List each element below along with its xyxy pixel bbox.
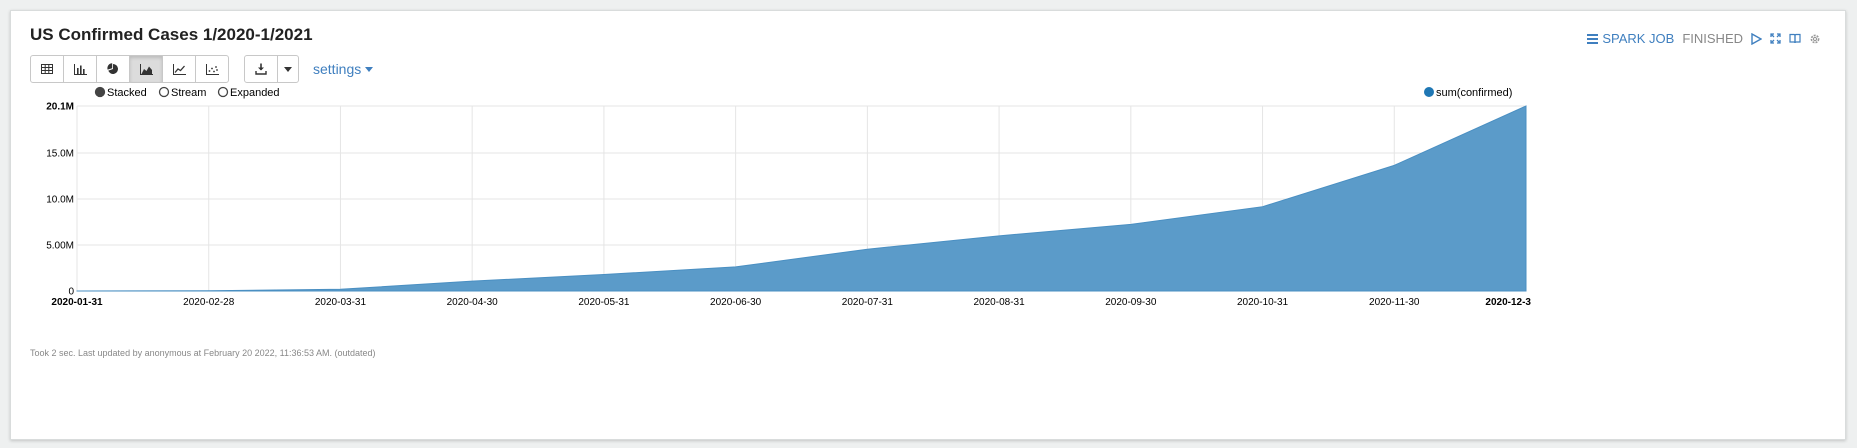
chart-type-buttons — [30, 55, 229, 83]
y-tick-label: 20.1M — [46, 102, 74, 113]
x-tick-label: 2020-11-30 — [1369, 297, 1420, 308]
style-option-radio[interactable] — [217, 86, 229, 98]
y-axis-ticks: 0 5.00M 10.0M 15.0M 20.1M — [46, 102, 74, 298]
paragraph-controls: SPARK JOB FINISHED — [1587, 31, 1821, 46]
x-tick-label: 2020-02-28 — [183, 297, 235, 308]
paragraph-title[interactable]: US Confirmed Cases 1/2020-1/2021 — [30, 25, 313, 44]
style-option-radio[interactable] — [158, 86, 170, 98]
status-text: FINISHED — [1682, 31, 1743, 46]
download-icon — [255, 63, 267, 75]
style-option-label: Stream — [171, 87, 206, 99]
y-tick-label: 0 — [68, 287, 74, 298]
legend-swatch — [1424, 87, 1434, 97]
y-tick-label: 10.0M — [46, 194, 74, 205]
run-icon[interactable] — [1751, 32, 1762, 45]
style-option-stream[interactable]: Stream — [158, 86, 207, 99]
scatter-chart-button[interactable] — [195, 55, 229, 83]
paragraph-footer: Took 2 sec. Last updated by anonymous at… — [30, 348, 376, 358]
download-options-button[interactable] — [277, 55, 299, 83]
spark-job-label: SPARK JOB — [1602, 31, 1675, 46]
style-option-expanded[interactable]: Expanded — [217, 86, 280, 99]
y-tick-label: 15.0M — [46, 148, 74, 159]
notebook-paragraph: US Confirmed Cases 1/2020-1/2021 SPARK J… — [10, 10, 1846, 440]
x-tick-label: 2020-08-31 — [974, 297, 1026, 308]
download-button[interactable] — [244, 55, 278, 83]
x-tick-label: 2020-01-31 — [51, 297, 103, 308]
style-option-radio[interactable] — [94, 86, 106, 98]
bar-chart-button[interactable] — [63, 55, 97, 83]
chart-style-controls: Stacked Stream Expanded — [94, 86, 280, 99]
pie-chart-icon — [107, 63, 119, 74]
x-tick-label: 2020-12-3 — [1485, 297, 1531, 308]
area-series-sum-confirmed — [76, 105, 1527, 292]
table-icon — [41, 64, 53, 74]
area-chart: 0 5.00M 10.0M 15.0M 20.1M 2020-01-31 2020-02-… — [46, 86, 1531, 308]
x-tick-label: 2020-06-30 — [710, 297, 762, 308]
area-chart-icon — [139, 63, 153, 75]
gear-icon[interactable] — [1809, 33, 1821, 45]
scatter-chart-icon — [205, 63, 219, 75]
area-chart-button[interactable] — [129, 55, 163, 83]
x-axis-ticks: 2020-01-31 2020-02-28 2020-03-31 2020-04-30… — [51, 297, 1531, 308]
settings-link[interactable]: settings — [313, 61, 374, 77]
style-option-label: Stacked — [107, 87, 147, 99]
settings-caret-icon — [365, 66, 374, 72]
line-chart-icon — [172, 63, 186, 75]
book-icon[interactable] — [1789, 33, 1801, 44]
visualization-toolbar: settings — [30, 55, 374, 83]
x-tick-label: 2020-10-31 — [1237, 297, 1289, 308]
style-option-label: Expanded — [230, 87, 280, 99]
x-tick-label: 2020-03-31 — [315, 297, 367, 308]
style-option-stacked[interactable]: Stacked — [94, 86, 147, 99]
chart-legend: sum(confirmed) — [1424, 87, 1513, 99]
legend-item-sum-confirmed[interactable]: sum(confirmed) — [1424, 87, 1513, 99]
x-tick-label: 2020-07-31 — [842, 297, 894, 308]
settings-label: settings — [313, 61, 362, 77]
x-tick-label: 2020-04-30 — [447, 297, 499, 308]
spark-job-link[interactable]: SPARK JOB — [1587, 31, 1674, 46]
caret-down-icon — [284, 66, 292, 72]
download-group — [244, 55, 299, 83]
y-tick-label: 5.00M — [46, 240, 74, 251]
x-tick-label: 2020-05-31 — [578, 297, 630, 308]
x-tick-label: 2020-09-30 — [1105, 297, 1157, 308]
legend-label: sum(confirmed) — [1436, 87, 1512, 99]
fullscreen-icon[interactable] — [1770, 33, 1781, 44]
bar-chart-icon — [73, 63, 87, 75]
tasks-icon — [1587, 33, 1599, 44]
